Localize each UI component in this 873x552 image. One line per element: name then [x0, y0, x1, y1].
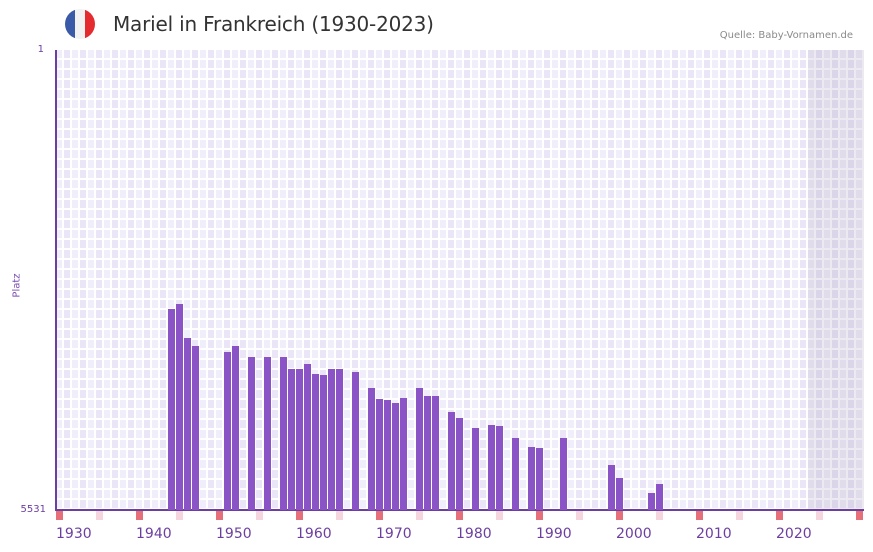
x-tick-label: 1950: [216, 526, 252, 542]
bar-1999[interactable]: [608, 464, 615, 510]
bar-1963[interactable]: [320, 375, 327, 510]
x-tick-label: 1930: [56, 526, 92, 542]
bar-1962[interactable]: [312, 374, 319, 510]
bar-1982[interactable]: [472, 427, 479, 510]
bar-1958[interactable]: [280, 356, 287, 510]
y-tick-bottom: 5531: [20, 504, 46, 515]
decade-marker: [456, 511, 463, 520]
bar-1984[interactable]: [488, 425, 495, 510]
half-decade-marker: [256, 511, 263, 520]
bar-1973[interactable]: [400, 398, 407, 510]
half-decade-marker: [816, 511, 823, 520]
bar-1989[interactable]: [528, 446, 535, 510]
source-label: Quelle: Baby-Vornamen.de: [719, 30, 853, 41]
decade-marker: [56, 511, 63, 520]
bar-1969[interactable]: [368, 388, 375, 510]
bar-1987[interactable]: [512, 438, 519, 510]
half-decade-marker: [336, 511, 343, 520]
y-tick-top: 1: [37, 44, 44, 55]
half-decade-marker: [96, 511, 103, 520]
decade-marker: [536, 511, 543, 520]
decade-marker: [136, 511, 143, 520]
x-tick-label: 1990: [536, 526, 572, 542]
bar-1993[interactable]: [560, 437, 567, 510]
future-years-shade: [808, 50, 864, 510]
bar-1975[interactable]: [416, 387, 423, 510]
x-tick-label: 2020: [776, 526, 812, 542]
bar-1965[interactable]: [336, 369, 343, 510]
decade-marker: [856, 511, 863, 520]
x-axis-line: [55, 509, 864, 511]
bar-1956[interactable]: [264, 356, 271, 510]
decade-marker: [776, 511, 783, 520]
x-tick-label: 1980: [456, 526, 492, 542]
bar-1980[interactable]: [456, 417, 463, 510]
x-tick-label: 1940: [136, 526, 172, 542]
x-tick-label: 2010: [696, 526, 732, 542]
bar-1967[interactable]: [352, 371, 359, 510]
bar-2004[interactable]: [648, 493, 655, 510]
bar-1951[interactable]: [224, 351, 231, 510]
y-axis-line: [55, 50, 57, 511]
x-tick-label: 1970: [376, 526, 412, 542]
half-decade-marker: [496, 511, 503, 520]
bar-1945[interactable]: [176, 304, 183, 510]
bar-1985[interactable]: [496, 425, 503, 510]
flag-white-stripe: [75, 9, 85, 39]
x-tick-label: 2000: [616, 526, 652, 542]
decade-marker: [696, 511, 703, 520]
decade-marker: [216, 511, 223, 520]
bar-1976[interactable]: [424, 395, 431, 510]
bar-1960[interactable]: [296, 369, 303, 510]
half-decade-marker: [176, 511, 183, 520]
bar-1979[interactable]: [448, 411, 455, 510]
bar-1961[interactable]: [304, 364, 311, 510]
bar-1972[interactable]: [392, 403, 399, 510]
bar-2000[interactable]: [616, 478, 623, 510]
bar-1977[interactable]: [432, 395, 439, 510]
bar-1946[interactable]: [184, 337, 191, 510]
flag-blue-stripe: [65, 9, 75, 39]
decade-marker: [376, 511, 383, 520]
bar-1971[interactable]: [384, 400, 391, 510]
chart-title: Mariel in Frankreich (1930-2023): [113, 12, 434, 36]
france-flag-icon: [65, 9, 95, 39]
bar-1990[interactable]: [536, 447, 543, 510]
bar-1970[interactable]: [376, 399, 383, 510]
y-axis-label: Platz: [11, 273, 23, 298]
half-decade-marker: [736, 511, 743, 520]
decade-marker: [616, 511, 623, 520]
bar-1959[interactable]: [288, 368, 295, 510]
bar-1964[interactable]: [328, 368, 335, 510]
x-tick-label: 1960: [296, 526, 332, 542]
bar-1944[interactable]: [168, 309, 175, 510]
bar-1947[interactable]: [192, 346, 199, 510]
flag-red-stripe: [85, 9, 95, 39]
half-decade-marker: [416, 511, 423, 520]
bar-1952[interactable]: [232, 346, 239, 510]
decade-marker: [296, 511, 303, 520]
half-decade-marker: [656, 511, 663, 520]
bar-1954[interactable]: [248, 356, 255, 510]
half-decade-marker: [576, 511, 583, 520]
bar-2005[interactable]: [656, 484, 663, 510]
